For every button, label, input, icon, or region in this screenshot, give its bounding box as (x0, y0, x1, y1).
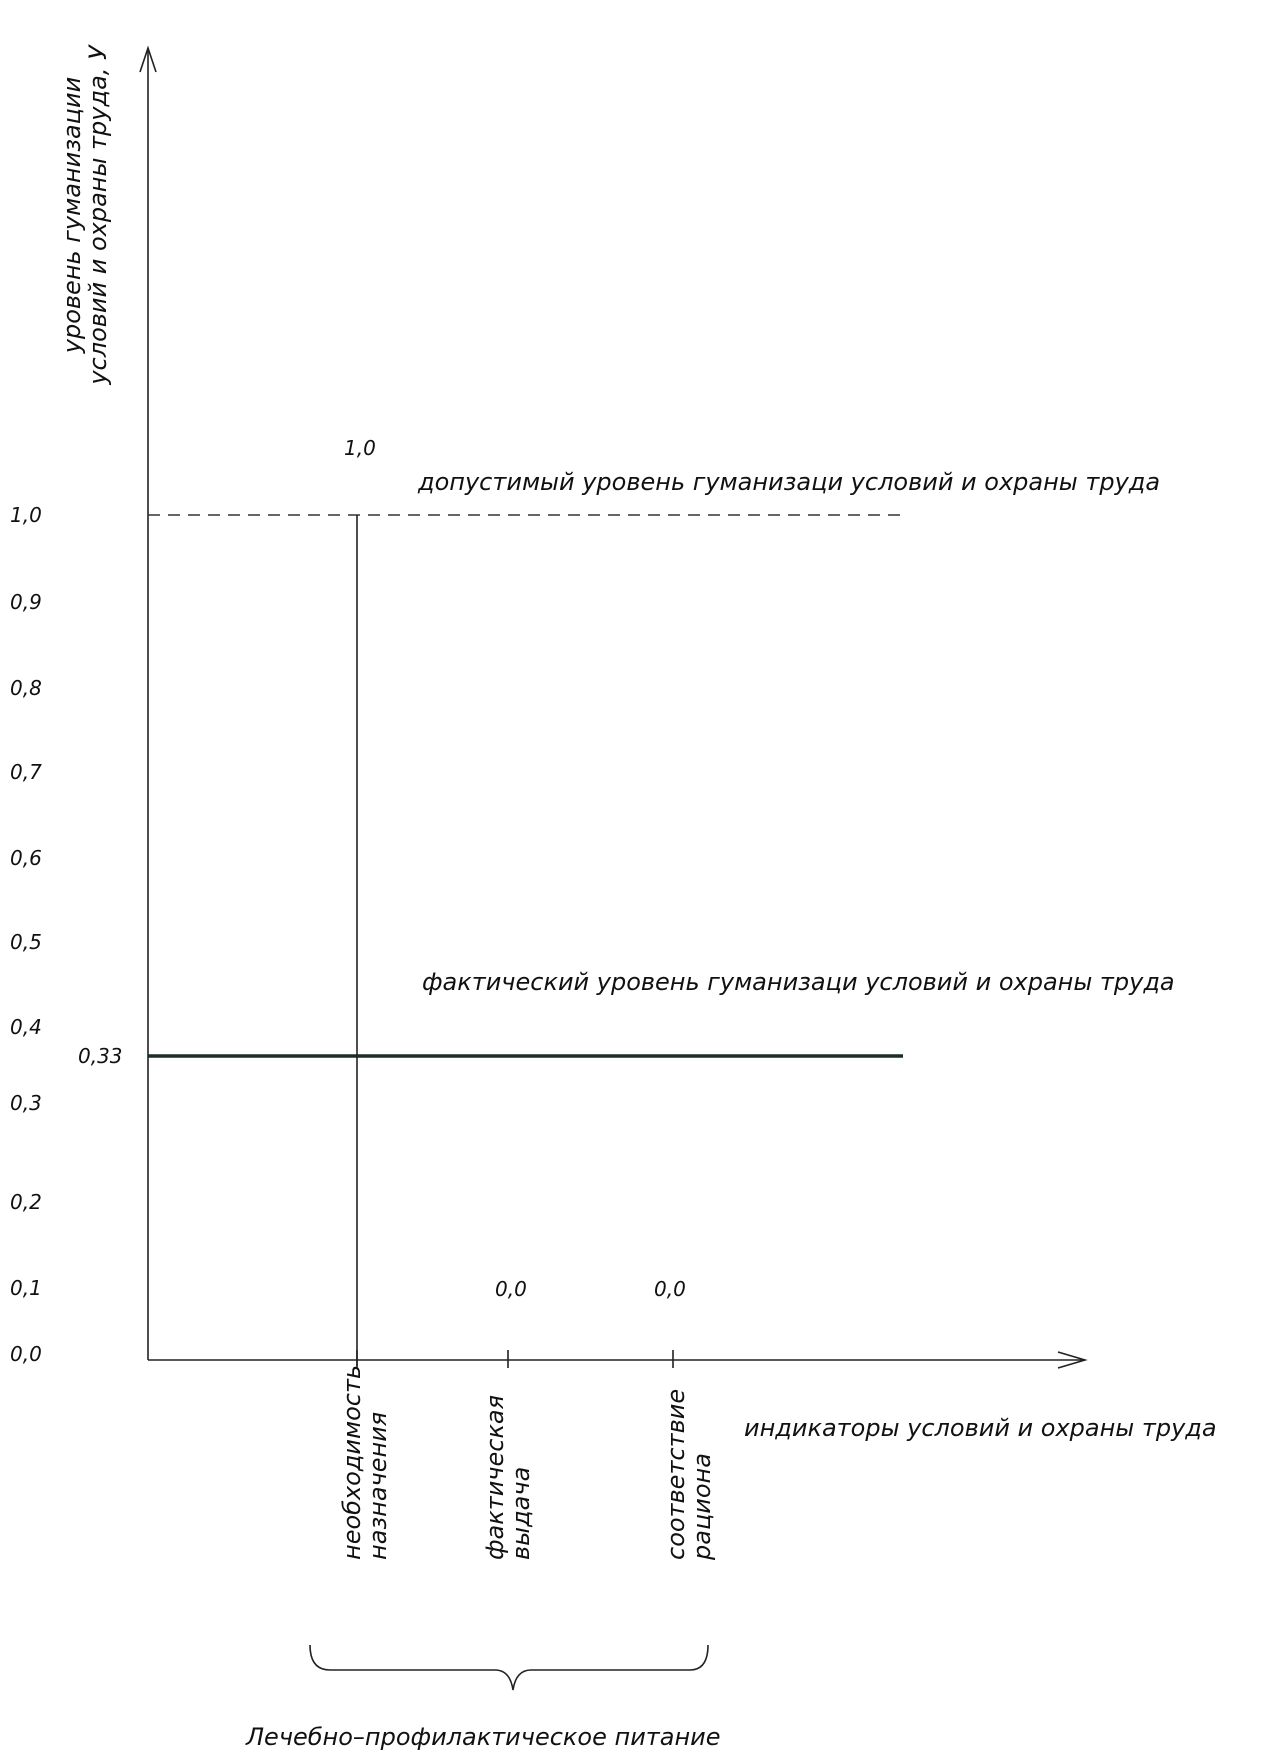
actual-level-label: фактический уровень гуманизаци условий и… (422, 968, 1175, 996)
y-tick-label: 0,1 (10, 1276, 42, 1300)
value-label-ration: 0,0 (654, 1277, 686, 1301)
category-label-necessity-line1: необходимость (338, 1365, 366, 1560)
y-tick-label: 0,0 (10, 1342, 42, 1366)
y-tick-label: 1,0 (10, 503, 42, 527)
y-tick-label: 0,7 (10, 760, 42, 784)
value-label-issuance: 0,0 (495, 1277, 527, 1301)
group-label: Лечебно–профилактическое питание (245, 1723, 721, 1751)
category-label-ration-line2: рациона (688, 1453, 716, 1561)
y-axis-arrow (139, 45, 157, 73)
y-tick-label: 0,9 (10, 590, 42, 614)
permissible-level-label: допустимый уровень гуманизаци условий и … (417, 468, 1160, 496)
category-label-issuance-line1: фактическая (481, 1395, 509, 1560)
y-tick-label: 0,4 (10, 1015, 42, 1039)
y-tick-label: 0,8 (10, 676, 42, 700)
y-axis-title-line1: уровень гуманизации (58, 77, 86, 354)
actual-level-value: 0,33 (78, 1044, 123, 1068)
category-label-necessity-line2: назначения (364, 1412, 392, 1560)
y-axis-title-line2: условий и охраны труда, У (84, 44, 112, 386)
y-tick-label: 0,3 (10, 1091, 42, 1115)
y-tick-label: 0,6 (10, 846, 42, 870)
group-brace (309, 1644, 709, 1691)
y-tick-label: 0,5 (10, 930, 42, 954)
x-axis-arrow (1057, 1351, 1088, 1369)
category-label-ration-line1: соответствие (662, 1389, 690, 1560)
value-label-necessity: 1,0 (344, 436, 376, 460)
x-axis-title: индикаторы условий и охраны труда (744, 1414, 1217, 1442)
category-label-issuance-line2: выдача (507, 1467, 535, 1560)
y-tick-label: 0,2 (10, 1190, 42, 1214)
